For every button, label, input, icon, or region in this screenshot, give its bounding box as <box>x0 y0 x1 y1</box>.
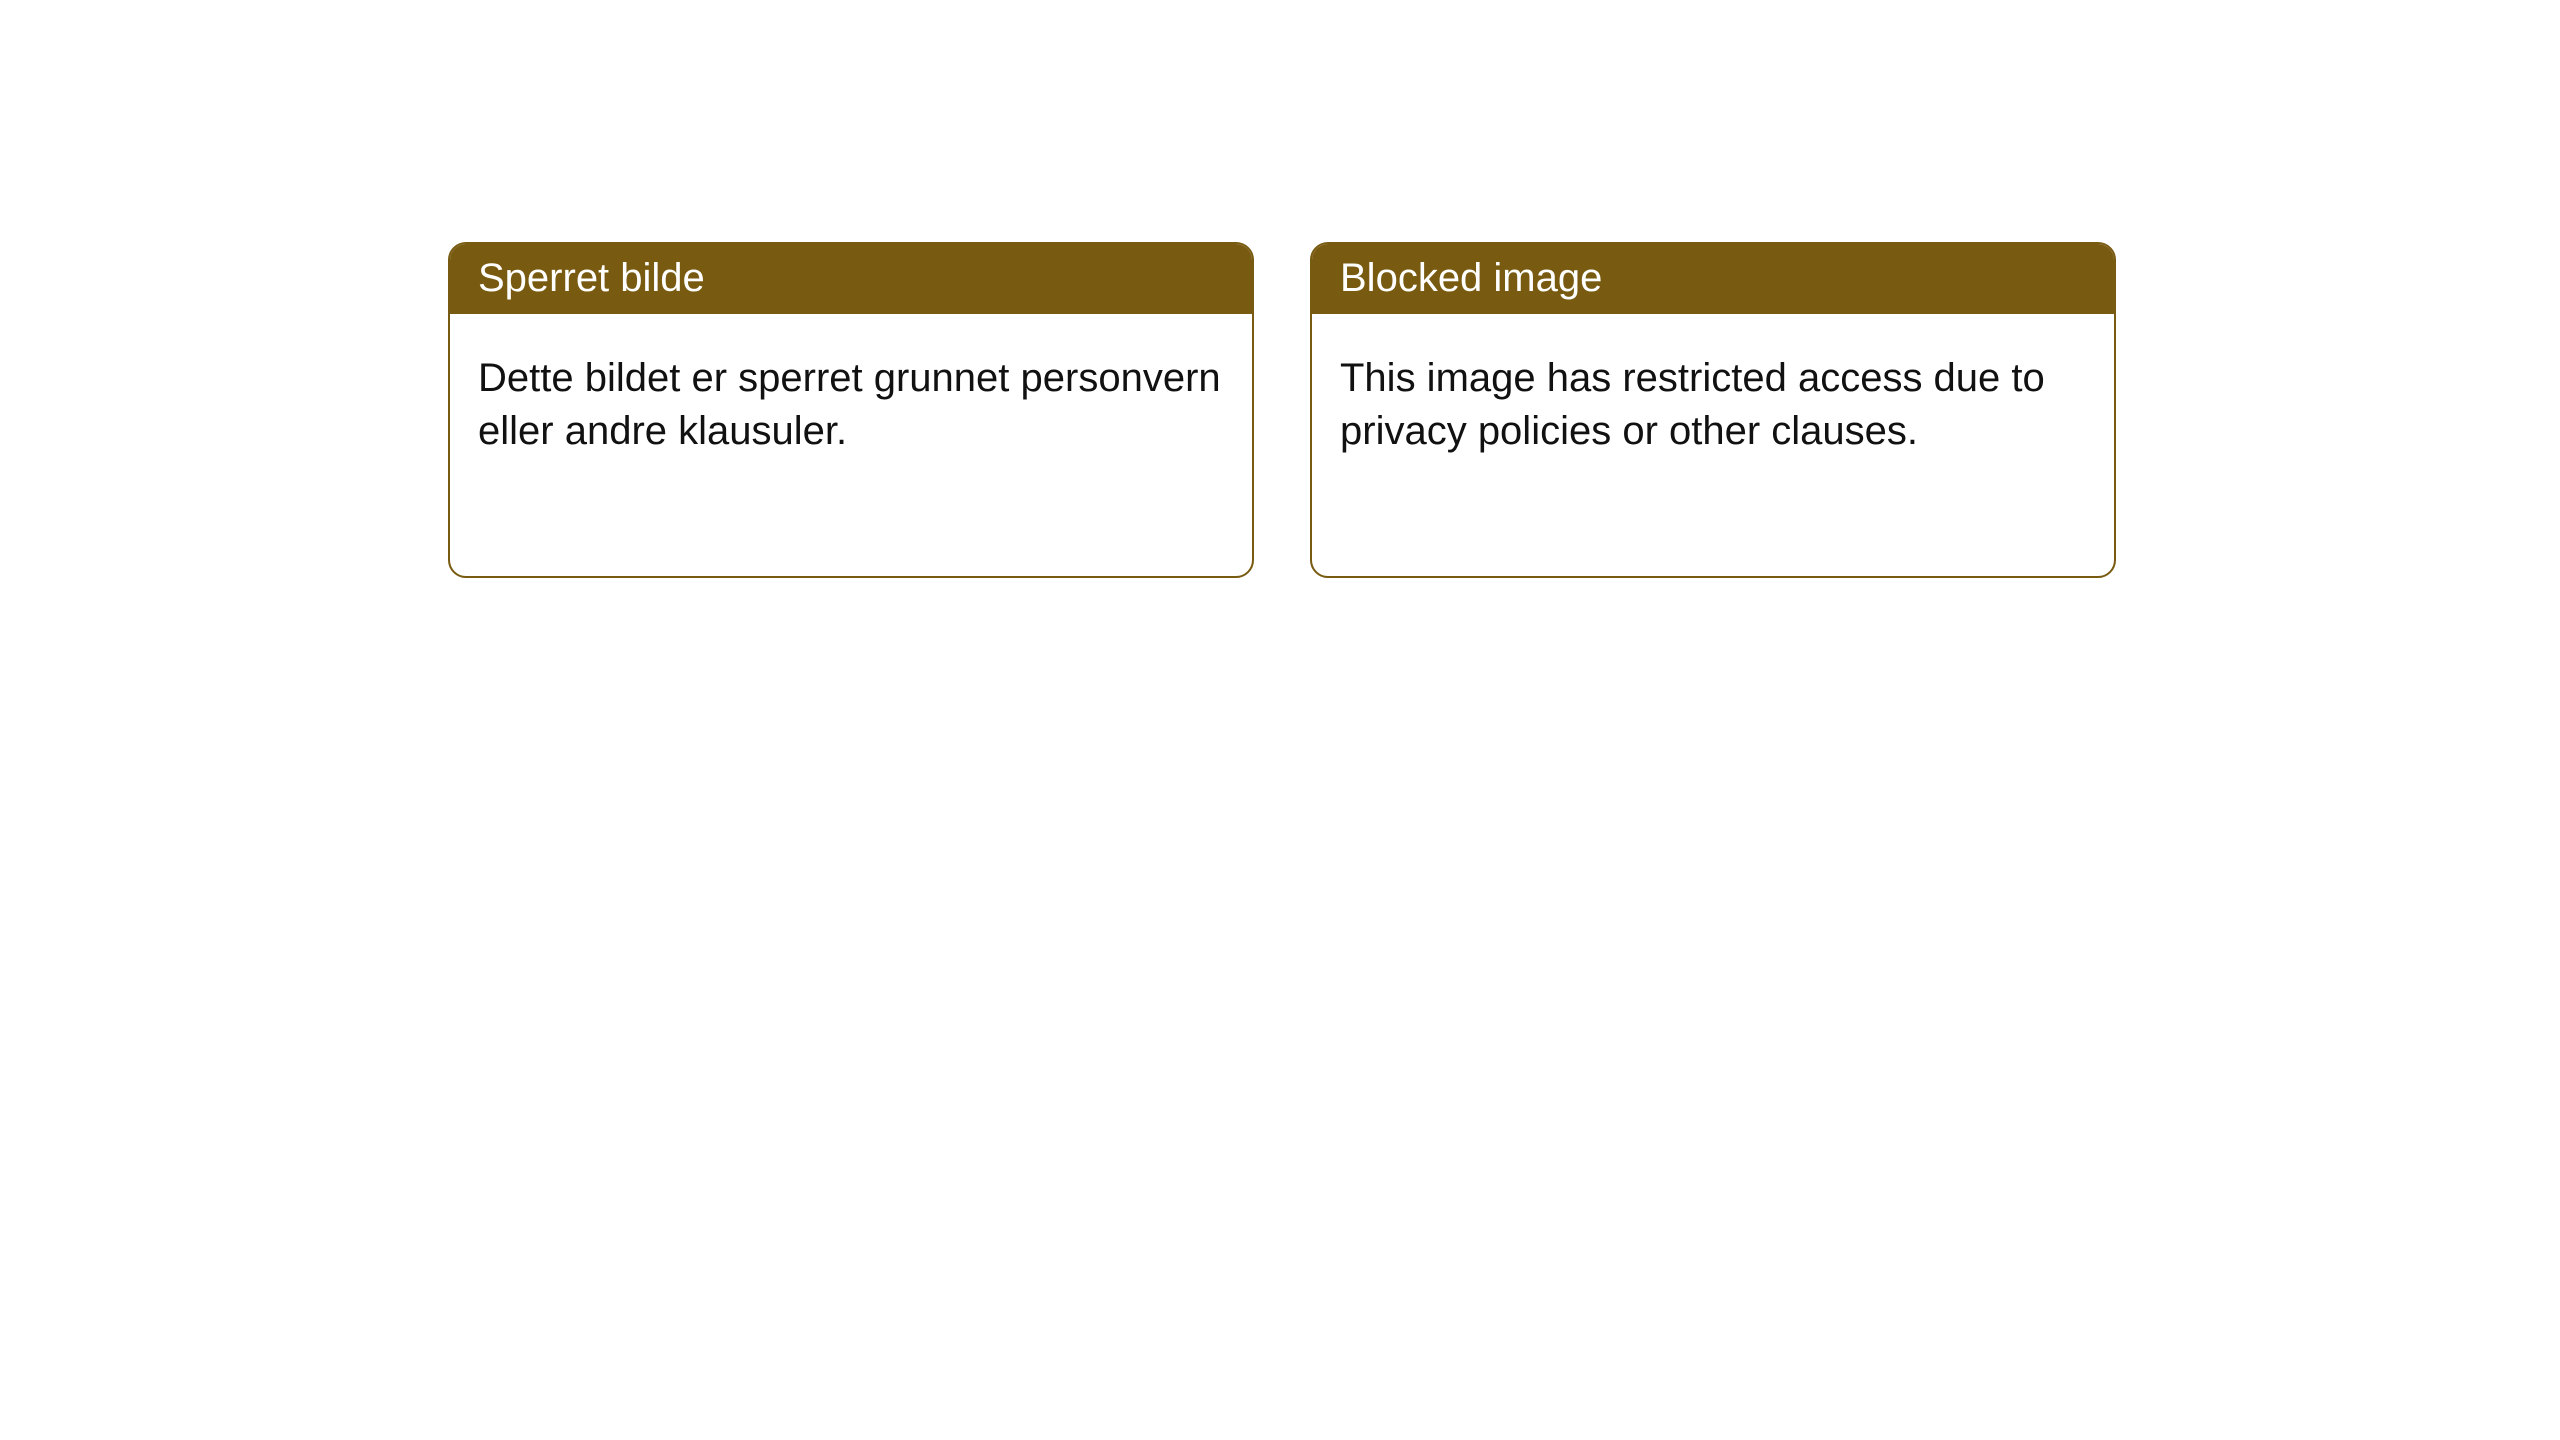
notice-title: Blocked image <box>1312 244 2114 314</box>
notice-card-norwegian: Sperret bilde Dette bildet er sperret gr… <box>448 242 1254 578</box>
notice-body: Dette bildet er sperret grunnet personve… <box>450 314 1252 486</box>
notice-title: Sperret bilde <box>450 244 1252 314</box>
notice-body: This image has restricted access due to … <box>1312 314 2114 486</box>
notice-card-english: Blocked image This image has restricted … <box>1310 242 2116 578</box>
notice-container: Sperret bilde Dette bildet er sperret gr… <box>0 0 2560 578</box>
